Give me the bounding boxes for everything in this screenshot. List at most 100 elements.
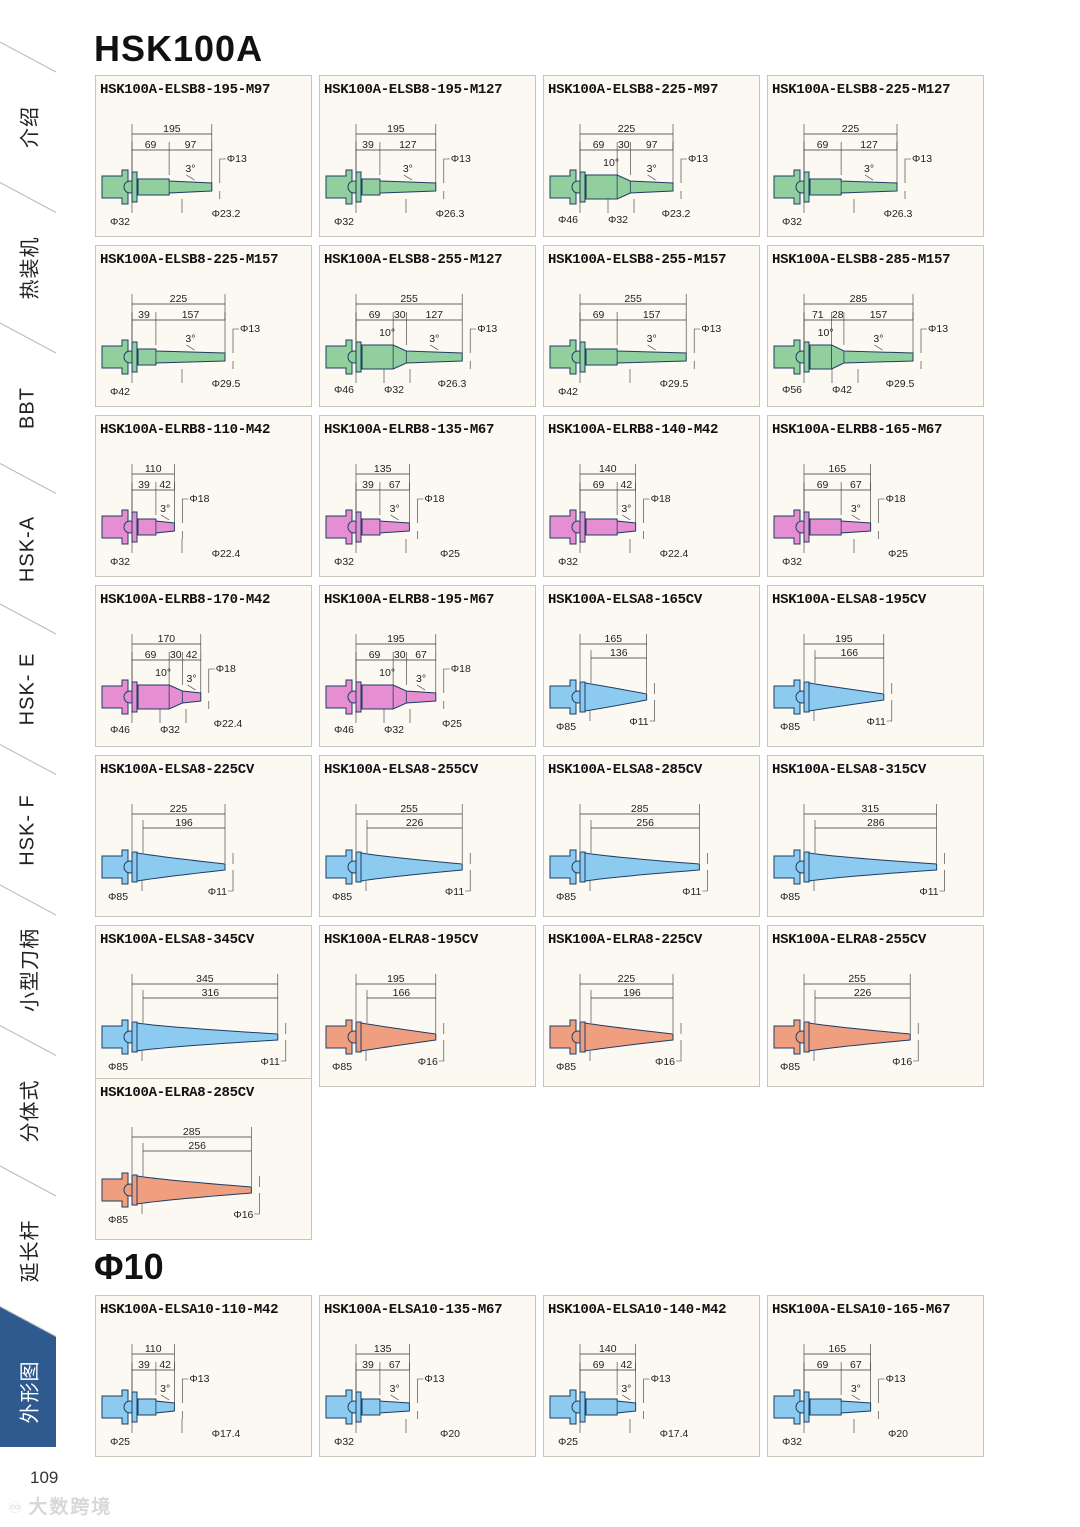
watermark-logo-icon: ♾ <box>8 1500 25 1517</box>
sidebar-tab[interactable]: 小型刀柄 <box>0 900 56 1041</box>
tip-leader <box>417 498 424 523</box>
sidebar-tab[interactable]: HSK-A <box>0 479 56 620</box>
body-diameter-label: Φ25 <box>442 718 462 730</box>
segment-length-label: 67 <box>389 1359 401 1371</box>
base-diameter-label: Φ85 <box>780 721 800 733</box>
drawing-title: HSK100A-ELSA10-110-M42 <box>100 1302 279 1318</box>
segment-length-label: 69 <box>817 479 829 491</box>
sidebar-tab[interactable]: HSK- E <box>0 619 56 760</box>
tip-diameter-label: Φ11 <box>867 716 886 728</box>
segment-length-label: 157 <box>643 309 661 321</box>
base-diameter-label: Φ85 <box>108 1061 128 1073</box>
body-diameter-label: Φ20 <box>888 1428 908 1440</box>
drawing-card: HSK100A-ELSB8-225-M97 225 69 30 97 3° 10° Φ13 Φ4… <box>543 75 760 237</box>
sidebar-tab[interactable]: BBT <box>0 338 56 479</box>
angle-leader <box>851 514 861 521</box>
tool-holder-collar <box>579 511 586 543</box>
taper-angle-label: 3° <box>864 163 874 175</box>
tip-leader <box>417 1378 424 1403</box>
sidebar-tab-label: 介绍 <box>19 106 42 149</box>
body-diameter-label: Φ42 <box>832 384 852 396</box>
sidebar-divider <box>0 42 56 73</box>
technical-drawing: 225 69 30 97 3° 10° Φ13 Φ46 Φ32 Φ23.2 <box>549 123 708 226</box>
taper-angle-label: 3° <box>621 1383 631 1395</box>
drawing-title: HSK100A-ELSA8-255CV <box>324 762 478 778</box>
segment-length-label: 69 <box>369 309 381 321</box>
body-diameter-label: Φ17.4 <box>660 1428 689 1440</box>
body-diameter-label: Φ17.4 <box>212 1428 241 1440</box>
drawing-card: HSK100A-ELSA8-225CV 225 196 Φ11 Φ85 <box>95 755 312 917</box>
total-length-label: 225 <box>618 973 636 985</box>
angle-leader <box>430 344 439 351</box>
body-diameter-label: Φ42 <box>110 386 130 398</box>
drawing-title: HSK100A-ELSA8-345CV <box>100 932 254 948</box>
tool-body-cone <box>136 852 226 882</box>
tool-holder-flange <box>773 1389 801 1425</box>
tool-holder-flange <box>101 339 129 375</box>
tool-holder-flange <box>101 1172 129 1208</box>
sidebar-tab[interactable]: 延长杆 <box>0 1181 56 1322</box>
body-length-label: 256 <box>188 1140 206 1152</box>
body-diameter-label: Φ26.3 <box>438 378 467 390</box>
drawing-card: HSK100A-ELSB8-225-M127 225 69 127 3° Φ13 Φ32 Φ2… <box>767 75 984 237</box>
body-diameter-label: Φ46 <box>558 214 578 226</box>
drawing-card: HSK100A-ELSA8-315CV 315 286 Φ11 Φ85 <box>767 755 984 917</box>
technical-drawing: 140 69 42 3° Φ18 Φ32 Φ22.4 <box>549 463 689 568</box>
sidebar-tab-label: 延长杆 <box>19 1219 42 1283</box>
body-length-label: 196 <box>175 817 193 829</box>
tool-holder-collar <box>131 341 138 373</box>
tool-body-cone <box>584 1022 674 1052</box>
tip-leader <box>182 498 189 523</box>
body-length-label: 136 <box>610 647 628 659</box>
step-angle-label: 10° <box>379 667 395 679</box>
body-length-label: 226 <box>854 987 872 999</box>
body-diameter-label: Φ32 <box>384 724 404 736</box>
tip-leader <box>219 158 226 183</box>
body-diameter-label: Φ25 <box>558 1436 578 1448</box>
drawing-card: HSK100A-ELRB8-165-M67 165 69 67 3° Φ18 Φ32 Φ25 <box>767 415 984 577</box>
segment-length-label: 69 <box>593 479 605 491</box>
tool-holder-flange <box>549 339 577 375</box>
taper-angle-label: 3° <box>429 333 439 345</box>
sidebar-tab[interactable]: HSK- F <box>0 760 56 901</box>
angle-leader <box>390 1394 399 1401</box>
base-diameter-label: Φ85 <box>332 1061 352 1073</box>
sidebar-tab[interactable]: 外形图 <box>0 1322 56 1463</box>
sidebar-divider <box>0 603 56 635</box>
tool-holder-flange <box>325 169 353 205</box>
total-length-label: 315 <box>862 803 880 815</box>
body-diameter-label: Φ32 <box>160 724 180 736</box>
total-length-label: 195 <box>835 633 853 645</box>
drawing-title: HSK100A-ELRA8-225CV <box>548 932 702 948</box>
sidebar-tab[interactable]: 分体式 <box>0 1041 56 1182</box>
total-length-label: 255 <box>400 803 418 815</box>
drawing-card: HSK100A-ELSB8-255-M127 255 69 30 127 3° 10° Φ13… <box>319 245 536 407</box>
tool-holder-collar <box>131 851 138 883</box>
drawing-card: HSK100A-ELRA8-255CV 255 226 Φ16 Φ85 <box>767 925 984 1087</box>
sidebar-tab[interactable]: 介绍 <box>0 57 56 198</box>
taper-angle-label: 3° <box>851 503 861 515</box>
tool-holder-flange <box>773 509 801 545</box>
segment-length-label: 69 <box>145 139 157 151</box>
tool-body <box>361 684 437 710</box>
technical-drawing: 195 166 Φ16 Φ85 <box>325 973 445 1073</box>
body-length-label: 316 <box>202 987 220 999</box>
tip-leader <box>878 498 885 523</box>
drawing-card: HSK100A-ELRA8-285CV 285 256 Φ16 Φ85 <box>95 1078 312 1240</box>
drawing-title: HSK100A-ELSB8-225-M157 <box>100 252 279 268</box>
sidebar-tab[interactable]: 热装机 <box>0 198 56 339</box>
angle-leader <box>186 174 195 181</box>
drawing-title: HSK100A-ELSA10-135-M67 <box>324 1302 503 1318</box>
drawing-card: HSK100A-ELRA8-195CV 195 166 Φ16 Φ85 <box>319 925 536 1087</box>
segment-length-label: 67 <box>389 479 401 491</box>
tip-leader <box>438 1040 445 1062</box>
tool-holder-collar <box>131 1391 138 1423</box>
tip-leader <box>443 158 450 183</box>
body-diameter-label: Φ32 <box>782 216 802 228</box>
drawing-card: HSK100A-ELSA10-140-M42 140 69 42 3° Φ13 Φ25 Φ17… <box>543 1295 760 1457</box>
total-length-label: 225 <box>618 123 636 135</box>
drawing-card: HSK100A-ELSA8-345CV 345 316 Φ11 Φ85 <box>95 925 312 1087</box>
technical-drawing: 195 39 127 3° Φ13 Φ32 Φ26.3 <box>325 123 471 228</box>
tool-body-cone <box>584 682 648 712</box>
tool-holder-collar <box>131 171 138 203</box>
